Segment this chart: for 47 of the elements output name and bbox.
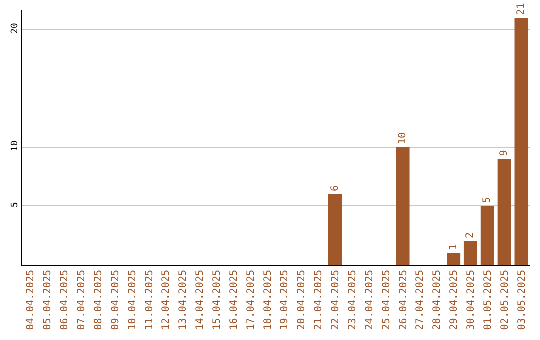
data-label: 9 [499,150,510,156]
x-tick-label: 28.04.2025 [432,270,444,330]
x-tick-label: 30.04.2025 [466,270,477,330]
data-label: 5 [482,197,494,204]
data-label: 21 [516,3,528,16]
x-tick-label: 15.04.2025 [212,270,223,330]
x-tick-label: 29.04.2025 [449,270,460,330]
bar [396,147,410,265]
x-tick-label: 23.04.2025 [347,270,358,330]
x-tick-label: 03.05.2025 [516,270,528,330]
x-tick-label: 07.04.2025 [76,270,88,330]
x-tick-label: 21.04.2025 [314,270,325,330]
x-tick-label: 27.04.2025 [415,270,426,330]
data-label: 2 [465,232,476,238]
bar [447,253,461,265]
x-tick-label: 04.04.2025 [26,270,37,330]
x-tick-label: 06.04.2025 [60,270,71,330]
x-tick-label: 02.05.2025 [500,270,511,330]
bar [328,194,342,265]
x-tick-label: 12.04.2025 [161,270,172,330]
x-tick-label: 16.04.2025 [228,270,240,330]
bar [514,18,528,265]
x-tick-label: 13.04.2025 [178,270,190,330]
x-tick-label: 19.04.2025 [280,270,291,330]
bar [480,206,494,265]
y-tick-label: 5 [10,202,20,208]
bar [498,159,512,265]
y-tick-label: 10 [10,140,20,152]
x-tick-label: 18.04.2025 [262,270,274,330]
data-label: 1 [448,244,460,250]
bar [464,242,478,265]
x-tick-label: 10.04.2025 [127,270,138,330]
data-label: 6 [330,185,341,192]
x-tick-label: 22.04.2025 [330,270,342,330]
x-tick-label: 20.04.2025 [296,270,308,330]
x-tick-label: 05.04.2025 [42,270,54,330]
x-tick-label: 26.04.2025 [398,270,410,330]
x-tick-label: 25.04.2025 [381,270,392,330]
x-tick-label: 14.04.2025 [195,270,206,330]
x-tick-label: 17.04.2025 [246,270,257,330]
x-tick-label: 11.04.2025 [144,270,156,330]
x-tick-label: 01.05.2025 [482,270,494,330]
x-tick-label: 08.04.2025 [93,270,104,330]
data-label: 10 [398,132,408,144]
x-tick-label: 24.04.2025 [364,270,376,330]
x-tick-label: 09.04.2025 [110,270,122,330]
y-tick-label: 20 [10,23,20,34]
